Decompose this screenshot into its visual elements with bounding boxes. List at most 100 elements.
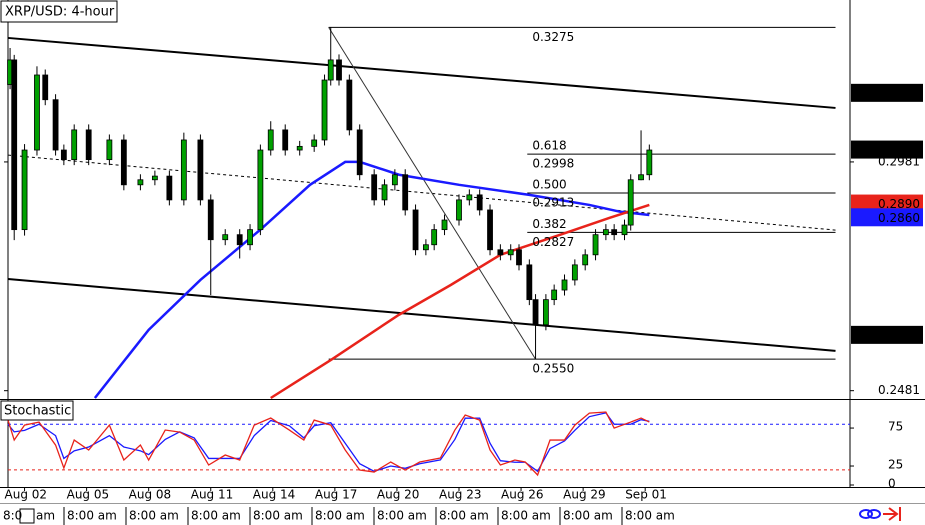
candle-body [34, 74, 40, 151]
link-ring [867, 509, 881, 519]
x-tick-label: Aug 29 [563, 488, 606, 502]
y-tick-label: 0.2481 [878, 383, 920, 397]
price-tag [851, 194, 923, 213]
time-label: 8:00 am [67, 509, 117, 523]
time-label: 8:00 am [625, 509, 675, 523]
axis: 0.24810.29810.31320.30080.28900.28600.26… [3, 83, 923, 525]
stochastic-y-tick-label: 25 [888, 458, 903, 472]
candle-body [638, 174, 644, 181]
candle-body [476, 194, 483, 211]
candle-body [336, 59, 342, 81]
fib-ratio-label: 0.618 [532, 139, 566, 153]
candle-body [441, 219, 448, 231]
arrow-icon[interactable] [883, 507, 901, 521]
price-tag-label: 0.3132 [878, 86, 920, 100]
fib-value-label: 0.2913 [532, 196, 574, 210]
time-label: 8:00 am [191, 509, 241, 523]
fib-value-label: 0.2550 [532, 362, 574, 376]
x-tick-label: Aug 02 [5, 488, 48, 502]
stochastic-y-tick-label: 75 [888, 420, 903, 434]
candle-body [327, 59, 334, 81]
x-tick-label: Aug 14 [253, 488, 296, 502]
candle-body [151, 175, 158, 181]
candle-body [311, 139, 318, 147]
candle-body [402, 174, 409, 211]
candle-body [516, 249, 522, 266]
candle-body [627, 179, 634, 226]
candle-body [497, 249, 504, 256]
price-tag [851, 140, 923, 159]
candle-body [60, 149, 67, 161]
candle-body [592, 234, 599, 256]
price-tag-label: 0.2603 [878, 328, 920, 342]
stochastic-title: Stochastic [4, 404, 71, 419]
title-box: XRP/USD: 4-hour [0, 0, 118, 23]
x-tick-label: Sep 01 [625, 488, 667, 502]
candle-body [431, 229, 438, 246]
candle-body [466, 194, 473, 201]
time-label: am [36, 509, 55, 523]
candle-body [11, 59, 18, 231]
candle-body [236, 234, 243, 246]
time-label: 8:00 am [253, 509, 303, 523]
candle-body [21, 149, 28, 231]
price-tag-label: 0.2890 [878, 197, 920, 211]
candle-body [582, 254, 589, 266]
stochastic-title-frame [0, 400, 74, 421]
price-tag [851, 325, 923, 344]
arrow-shape [883, 507, 899, 521]
candle-body [85, 129, 92, 161]
candles [7, 27, 653, 360]
x-tick-label: Aug 23 [439, 488, 482, 502]
scroll-box[interactable] [19, 508, 35, 524]
fib-ratio-label: 0.500 [532, 178, 566, 192]
price-tag [851, 83, 923, 102]
candle-body [257, 149, 264, 231]
candle-body [42, 74, 49, 101]
x-tick-label: Aug 05 [67, 488, 110, 502]
candle-body [542, 299, 549, 326]
candle-body [71, 129, 78, 161]
candle-body [222, 234, 229, 241]
candle-body [526, 264, 533, 301]
fib-ratio-label: 0.382 [532, 217, 566, 231]
labels: 0.3275 0.2998 0.618 0.2913 0.500 0.2827 0.382 0… [532, 30, 574, 376]
time-label: 8:0 [3, 509, 22, 523]
candle-body [381, 184, 388, 201]
candle-body [602, 229, 609, 236]
stochastic-line [7, 412, 650, 473]
price-tag-label: 0.3008 [878, 143, 920, 157]
link-icon[interactable] [859, 509, 881, 519]
candle-body [166, 175, 173, 201]
candle-body [371, 174, 378, 201]
candle-body [356, 129, 363, 176]
chart-title: XRP/USD: 4-hour [5, 5, 115, 20]
trendline [7, 278, 836, 352]
candle-body [247, 229, 253, 246]
time-label: 8:00 am [501, 509, 551, 523]
price-tag-label: 0.2860 [878, 211, 920, 225]
candle-body [571, 264, 578, 281]
time-label: 8:00 am [439, 509, 489, 523]
candle-body [137, 179, 144, 186]
candle-body [412, 209, 419, 251]
stochastic-y-tick-label: 0 [888, 477, 896, 491]
candle-body [456, 199, 462, 221]
trendline [7, 154, 836, 231]
price-tag [851, 208, 923, 227]
title-frame [0, 0, 118, 23]
stochastic-title-box: Stochastic [0, 400, 74, 421]
candle-body [551, 289, 558, 301]
moving-average [270, 203, 650, 400]
x-tick-label: Aug 11 [191, 488, 234, 502]
candle-body [52, 99, 59, 151]
candle-body [646, 149, 653, 176]
fib-value-label: 0.3275 [532, 30, 574, 44]
candle-body [391, 174, 398, 186]
x-tick-label: Aug 20 [377, 488, 420, 502]
x-tick-label: Aug 26 [501, 488, 544, 502]
stochastic-line [7, 411, 650, 477]
time-label: 8:00 am [377, 509, 427, 523]
